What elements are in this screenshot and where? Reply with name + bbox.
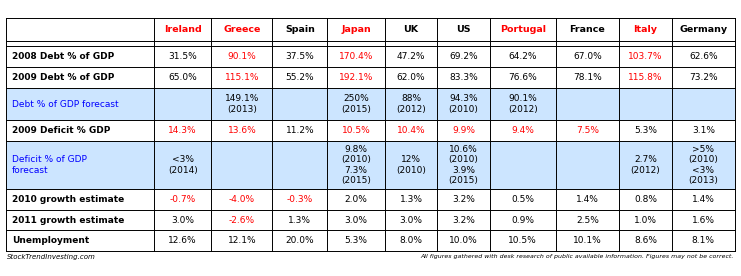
Text: 2009 Deficit % GDP: 2009 Deficit % GDP <box>12 126 110 135</box>
Bar <box>6 141 735 189</box>
Text: 3.1%: 3.1% <box>692 126 715 135</box>
Text: 10.4%: 10.4% <box>396 126 425 135</box>
Text: 0.5%: 0.5% <box>511 195 534 204</box>
Text: 73.2%: 73.2% <box>689 73 718 82</box>
Text: 9.9%: 9.9% <box>452 126 475 135</box>
Text: StockTrendInvesting.com: StockTrendInvesting.com <box>7 254 96 260</box>
Text: 1.3%: 1.3% <box>288 216 311 225</box>
Text: 0.9%: 0.9% <box>511 216 534 225</box>
Bar <box>6 18 735 251</box>
Text: -4.0%: -4.0% <box>229 195 255 204</box>
Text: 10.1%: 10.1% <box>573 236 602 245</box>
Text: 10.5%: 10.5% <box>342 126 370 135</box>
Text: Greece: Greece <box>223 25 261 34</box>
Text: Germany: Germany <box>679 25 728 34</box>
Text: 192.1%: 192.1% <box>339 73 373 82</box>
Text: 47.2%: 47.2% <box>397 52 425 61</box>
Text: 94.3%
(2010): 94.3% (2010) <box>448 94 479 114</box>
Text: UK: UK <box>404 25 419 34</box>
Text: 78.1%: 78.1% <box>573 73 602 82</box>
Text: Italy: Italy <box>634 25 657 34</box>
Text: 3.2%: 3.2% <box>452 195 475 204</box>
Text: Unemployment: Unemployment <box>12 236 89 245</box>
Text: 2.7%
(2012): 2.7% (2012) <box>631 155 660 175</box>
Text: 103.7%: 103.7% <box>628 52 662 61</box>
Text: 62.6%: 62.6% <box>689 52 718 61</box>
Text: 5.3%: 5.3% <box>634 126 657 135</box>
Text: 64.2%: 64.2% <box>508 52 537 61</box>
Text: 3.0%: 3.0% <box>399 216 422 225</box>
Text: Ireland: Ireland <box>164 25 202 34</box>
Text: 3.0%: 3.0% <box>345 216 368 225</box>
Text: 2011 growth estimate: 2011 growth estimate <box>12 216 124 225</box>
Text: 2010 growth estimate: 2010 growth estimate <box>12 195 124 204</box>
Text: 12%
(2010): 12% (2010) <box>396 155 426 175</box>
Text: 13.6%: 13.6% <box>227 126 256 135</box>
Text: 250%
(2015): 250% (2015) <box>341 94 371 114</box>
Text: 9.4%: 9.4% <box>511 126 534 135</box>
Text: 7.5%: 7.5% <box>576 126 599 135</box>
Text: All figures gathered with desk research of public available information. Figures: All figures gathered with desk research … <box>420 254 734 259</box>
Text: Spain: Spain <box>285 25 315 34</box>
Text: 76.6%: 76.6% <box>508 73 537 82</box>
Text: 12.6%: 12.6% <box>168 236 197 245</box>
Text: US: US <box>456 25 471 34</box>
Text: Deficit % of GDP
forecast: Deficit % of GDP forecast <box>12 155 87 175</box>
Text: 2008 Debt % of GDP: 2008 Debt % of GDP <box>12 52 114 61</box>
Text: 55.2%: 55.2% <box>285 73 314 82</box>
Text: 149.1%
(2013): 149.1% (2013) <box>225 94 259 114</box>
Text: 2.0%: 2.0% <box>345 195 368 204</box>
Text: <3%
(2014): <3% (2014) <box>168 155 198 175</box>
Text: 67.0%: 67.0% <box>573 52 602 61</box>
Text: 8.0%: 8.0% <box>399 236 422 245</box>
Text: 8.1%: 8.1% <box>692 236 715 245</box>
Text: 10.6%
(2010)
3.9%
(2015): 10.6% (2010) 3.9% (2015) <box>448 145 479 185</box>
Text: 12.1%: 12.1% <box>227 236 256 245</box>
Text: 62.0%: 62.0% <box>396 73 425 82</box>
Text: 10.0%: 10.0% <box>449 236 478 245</box>
Text: Debt % of GDP forecast: Debt % of GDP forecast <box>12 100 119 108</box>
Text: Portugal: Portugal <box>499 25 546 34</box>
Text: 88%
(2012): 88% (2012) <box>396 94 426 114</box>
Text: -2.6%: -2.6% <box>229 216 255 225</box>
Text: -0.3%: -0.3% <box>287 195 313 204</box>
Text: 115.1%: 115.1% <box>225 73 259 82</box>
Text: 3.2%: 3.2% <box>452 216 475 225</box>
Text: 10.5%: 10.5% <box>508 236 537 245</box>
Text: 14.3%: 14.3% <box>168 126 197 135</box>
Text: 69.2%: 69.2% <box>449 52 478 61</box>
Text: 11.2%: 11.2% <box>285 126 314 135</box>
Text: 3.0%: 3.0% <box>171 216 194 225</box>
Text: 0.8%: 0.8% <box>634 195 657 204</box>
Text: France: France <box>570 25 605 34</box>
Text: 1.4%: 1.4% <box>692 195 715 204</box>
Text: 5.3%: 5.3% <box>345 236 368 245</box>
Text: 31.5%: 31.5% <box>168 52 197 61</box>
Text: 83.3%: 83.3% <box>449 73 478 82</box>
Bar <box>6 87 735 120</box>
Text: -0.7%: -0.7% <box>170 195 196 204</box>
Text: 9.8%
(2010)
7.3%
(2015): 9.8% (2010) 7.3% (2015) <box>341 145 371 185</box>
Text: 90.1%
(2012): 90.1% (2012) <box>508 94 538 114</box>
Text: 1.0%: 1.0% <box>634 216 657 225</box>
Text: Japan: Japan <box>342 25 371 34</box>
Text: 20.0%: 20.0% <box>285 236 314 245</box>
Text: 90.1%: 90.1% <box>227 52 256 61</box>
Text: 1.4%: 1.4% <box>576 195 599 204</box>
Text: 115.8%: 115.8% <box>628 73 662 82</box>
Text: 8.6%: 8.6% <box>634 236 657 245</box>
Text: 2.5%: 2.5% <box>576 216 599 225</box>
Text: 65.0%: 65.0% <box>168 73 197 82</box>
Text: 1.6%: 1.6% <box>692 216 715 225</box>
Text: 2009 Debt % of GDP: 2009 Debt % of GDP <box>12 73 114 82</box>
Text: 37.5%: 37.5% <box>285 52 314 61</box>
Text: 1.3%: 1.3% <box>399 195 422 204</box>
Text: >5%
(2010)
<3%
(2013): >5% (2010) <3% (2013) <box>688 145 718 185</box>
Text: 170.4%: 170.4% <box>339 52 373 61</box>
